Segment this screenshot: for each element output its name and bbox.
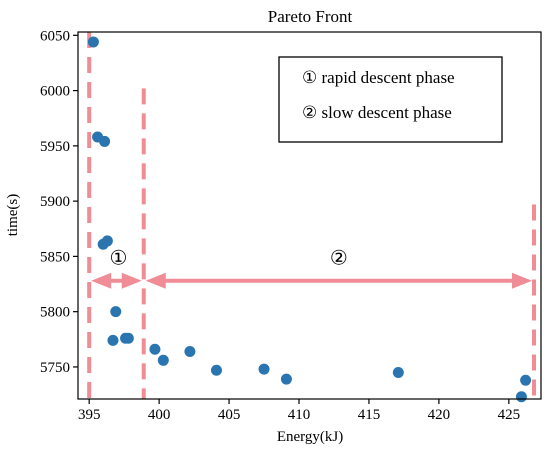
y-tick-label: 6050 [40, 28, 70, 44]
y-tick-label: 6000 [40, 84, 70, 100]
data-point [210, 364, 222, 376]
x-axis-label: Energy(kJ) [277, 429, 343, 445]
data-point [87, 36, 99, 48]
data-point [149, 343, 161, 355]
phase-arrow-label: ① [109, 248, 127, 270]
x-tick-label: 420 [428, 407, 451, 423]
legend-entry-slow: ② slow descent phase [302, 103, 452, 122]
data-point [99, 135, 111, 147]
data-point [157, 354, 169, 366]
arrow-head [512, 272, 533, 289]
x-axis-ticks: 395 400 405 410 415 420 425 [78, 399, 520, 423]
legend-box [278, 56, 503, 143]
y-tick-label: 5900 [40, 194, 70, 210]
chart-title: Pareto Front [268, 7, 353, 26]
data-point [101, 235, 113, 247]
data-point [520, 374, 532, 386]
arrow-head [91, 272, 112, 289]
data-point [280, 373, 292, 385]
data-point [392, 366, 404, 378]
x-tick-label: 410 [288, 407, 311, 423]
x-tick-label: 405 [218, 407, 241, 423]
data-point [184, 345, 196, 357]
data-point [258, 363, 270, 375]
y-tick-label: 5950 [40, 139, 70, 155]
plot-frame [77, 31, 542, 400]
data-point [122, 332, 134, 344]
x-tick-label: 400 [148, 407, 171, 423]
y-axis-label: time(s) [5, 194, 21, 237]
arrow-head [121, 272, 142, 289]
y-tick-label: 5800 [40, 305, 70, 321]
legend: ① rapid descent phase ② slow descent pha… [278, 56, 503, 143]
phase-arrow-label: ② [330, 248, 348, 270]
x-tick-label: 425 [498, 407, 521, 423]
x-tick-label: 415 [358, 407, 381, 423]
y-tick-label: 5850 [40, 249, 70, 265]
legend-entry-rapid: ① rapid descent phase [302, 68, 455, 87]
x-tick-label: 395 [78, 407, 101, 423]
data-points [87, 36, 532, 403]
y-axis-ticks: 5750 5800 5850 5900 5950 6000 6050 [40, 28, 78, 376]
data-point [110, 306, 122, 318]
y-tick-label: 5750 [40, 360, 70, 376]
arrow-head [145, 272, 166, 289]
data-point [107, 334, 119, 346]
data-point [515, 391, 527, 403]
